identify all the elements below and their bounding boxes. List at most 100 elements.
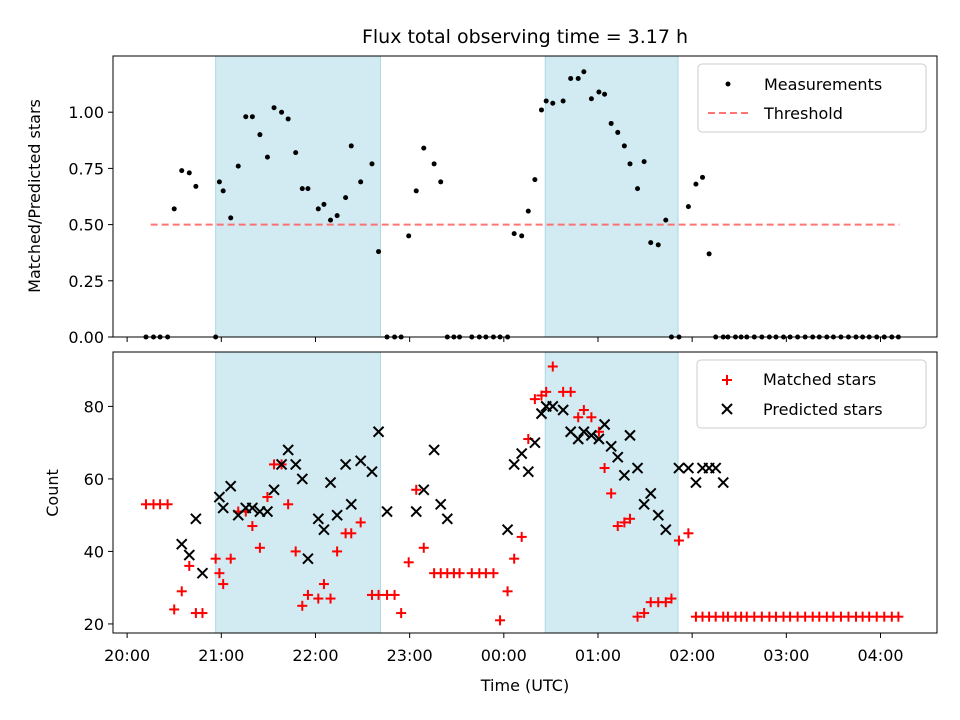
- measurement-point: [171, 206, 177, 212]
- predicted-star-point: [324, 476, 337, 489]
- matched-star-point: [210, 553, 221, 564]
- measurement-point: [228, 215, 234, 221]
- top-x-ticks: [126, 337, 881, 342]
- matched-star-point: [495, 615, 506, 626]
- predicted-star-point: [522, 465, 535, 478]
- predicted-star-point: [435, 498, 447, 510]
- x-tick-label: 04:00: [857, 646, 903, 665]
- predicted-star-point: [618, 469, 631, 481]
- predicted-star-point: [529, 436, 541, 449]
- bottom-axes-frame: [112, 351, 938, 634]
- measurement-point: [693, 181, 699, 187]
- predicted-star-point: [312, 513, 325, 525]
- measurement-point: [706, 251, 712, 257]
- predicted-star-point: [631, 462, 644, 474]
- measurement-point: [235, 163, 241, 169]
- predicted-star-point: [410, 505, 422, 518]
- measurement-point: [700, 174, 706, 180]
- matched-star-point: [169, 604, 180, 615]
- matched-star-point: [454, 568, 465, 579]
- predicted-star-point: [508, 458, 520, 471]
- measurement-point: [293, 150, 299, 156]
- measurement-point: [431, 161, 437, 167]
- measurement-point: [421, 145, 427, 151]
- matched-star-point: [612, 521, 623, 532]
- matched-star-point: [509, 553, 520, 564]
- matched-star-point: [565, 386, 576, 397]
- measurement-point: [511, 231, 517, 237]
- predicted-star-point: [638, 498, 650, 510]
- y-tick-label: 40: [84, 542, 104, 561]
- y-tick-label: 0.00: [68, 328, 104, 347]
- measurement-point: [550, 100, 556, 106]
- y-tick-label: 80: [84, 397, 104, 416]
- predicted-star-point: [682, 462, 695, 474]
- bottom-y-label: Count: [43, 469, 62, 517]
- legend-matched-label: Matched stars: [763, 370, 876, 389]
- measurement-point: [635, 186, 641, 192]
- legend-predicted-marker: [721, 403, 733, 415]
- x-tick-label: 03:00: [763, 646, 809, 665]
- predicted-star-point: [605, 440, 617, 452]
- measurement-point: [560, 98, 566, 104]
- bottom-x-axis: 20:00 21:00 22:00 23:00 00:00 01:00 02:00 03:00…: [104, 633, 904, 665]
- legend-measurements-marker: [725, 81, 731, 87]
- matched-star-point: [599, 463, 610, 474]
- measurement-point: [328, 217, 334, 223]
- measurement-point: [348, 143, 354, 149]
- matched-star-point: [302, 589, 313, 600]
- measurement-point: [608, 120, 614, 126]
- predicted-star-point: [213, 491, 226, 503]
- predicted-star-point: [441, 513, 454, 525]
- predicted-star-point: [282, 444, 294, 456]
- measurement-point: [179, 168, 185, 174]
- bottom-legend-box: [696, 359, 927, 429]
- measurement-point: [299, 186, 305, 192]
- measurement-point: [627, 161, 633, 167]
- y-tick-label: 0.75: [68, 159, 104, 178]
- measurement-point: [615, 129, 621, 135]
- matched-star-point: [660, 597, 671, 608]
- x-tick-label: 02:00: [669, 646, 715, 665]
- matched-star-point: [666, 593, 677, 604]
- matched-star-point: [541, 386, 552, 397]
- top-y-axis: 0.00 0.25 0.50 0.75 1.00: [68, 103, 113, 347]
- predicted-star-point: [709, 462, 722, 474]
- matched-star-point: [683, 528, 694, 539]
- predicted-star-point: [612, 451, 624, 463]
- measurement-point: [525, 208, 531, 214]
- measurement-point: [413, 188, 419, 194]
- matched-star-point: [225, 553, 236, 564]
- matched-star-point: [418, 542, 429, 553]
- bottom-legend: Matched stars Predicted stars: [696, 359, 927, 429]
- measurement-point: [186, 170, 192, 176]
- matched-star-point: [619, 517, 630, 528]
- measurement-point: [648, 240, 654, 246]
- matched-star-point: [639, 608, 650, 619]
- matched-star-point: [502, 586, 513, 597]
- measurement-point: [538, 107, 544, 113]
- matched-star-point: [313, 593, 324, 604]
- predicted-star-point: [660, 523, 672, 536]
- matched-star-point: [632, 611, 643, 622]
- matched-star-point: [403, 557, 414, 568]
- measurement-point: [220, 188, 226, 194]
- predicted-star-point: [246, 502, 259, 514]
- predicted-star-point: [372, 426, 385, 438]
- matched-star-point: [893, 611, 904, 622]
- predicted-star-point: [190, 513, 202, 525]
- matched-star-point: [318, 579, 329, 590]
- matched-star-point: [214, 568, 225, 579]
- bottom-shaded-regions: [215, 351, 679, 634]
- matched-star-point: [625, 513, 636, 524]
- predicted-star-point: [652, 509, 664, 521]
- predicted-star-point: [225, 480, 237, 492]
- predicted-star-point: [535, 407, 548, 420]
- bottom-plot-area: [140, 361, 904, 626]
- measurement-point: [663, 217, 669, 223]
- matched-star-point: [176, 586, 187, 597]
- x-tick-label: 01:00: [575, 646, 621, 665]
- predicted-star-point: [418, 484, 430, 496]
- measurement-point: [568, 75, 574, 81]
